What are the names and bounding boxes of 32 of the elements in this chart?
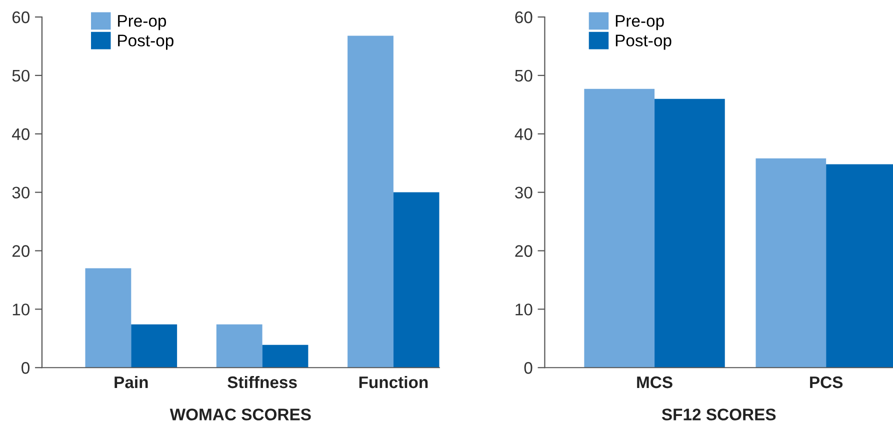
legend-label: Pre-op	[616, 15, 664, 30]
legend-label: Post-op	[616, 34, 672, 50]
legend-label: Post-op	[118, 34, 174, 50]
y-tick-label: 50	[12, 70, 30, 82]
bar	[348, 36, 394, 368]
y-tick-label: 60	[515, 11, 532, 24]
y-tick-label: 10	[12, 304, 30, 316]
y-tick-label: 0	[524, 362, 532, 374]
legend-label: Pre-op	[118, 15, 166, 30]
y-tick-label: 10	[516, 304, 532, 316]
bar	[131, 324, 178, 368]
y-tick-label: 30	[515, 186, 532, 199]
y-tick-label: 20	[515, 245, 532, 257]
x-axis-title: WOMAC SCORES	[170, 408, 311, 420]
bar	[216, 324, 262, 368]
y-tick-label: 30	[12, 186, 30, 199]
bar	[262, 344, 308, 368]
y-tick-label: 50	[515, 70, 532, 82]
bar	[393, 192, 440, 368]
y-tick-label: 40	[12, 128, 30, 140]
y-tick-label: 60	[12, 11, 30, 24]
y-tick-label: 40	[514, 128, 532, 140]
x-tick-label: Function	[359, 376, 428, 388]
x-tick-label: Stiffness	[228, 376, 297, 388]
bar	[584, 88, 655, 368]
x-tick-label: PCS	[810, 376, 843, 388]
x-tick-label: Pain	[114, 376, 148, 388]
bar	[85, 268, 132, 368]
y-tick-label: 20	[12, 245, 30, 257]
y-tick-label: 0	[22, 362, 30, 374]
x-axis-title: SF12 SCORES	[662, 408, 776, 420]
x-tick-label: MCS	[637, 376, 672, 388]
